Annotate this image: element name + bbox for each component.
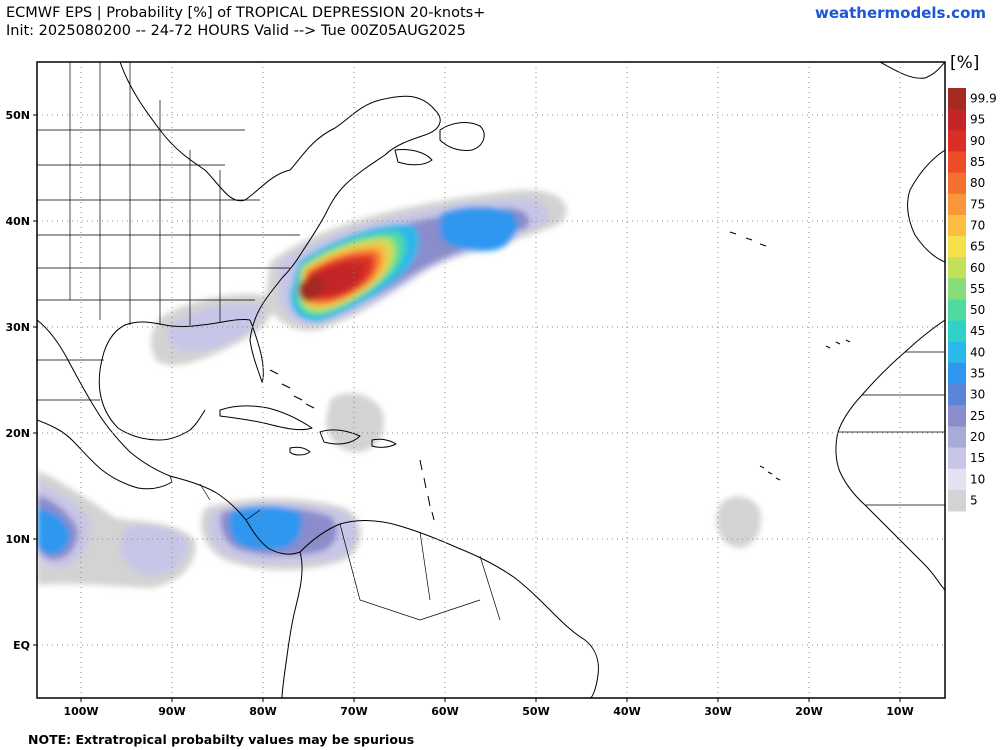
colorbar-swatch — [948, 278, 966, 300]
colorbar-label: 65 — [970, 240, 985, 254]
lon-label: 10W — [886, 705, 913, 718]
graticule — [37, 62, 945, 698]
colorbar-swatches — [948, 88, 966, 512]
colorbar-swatch — [948, 151, 966, 174]
lon-label: 60W — [431, 705, 458, 718]
colorbar-unit: [%] — [950, 53, 979, 73]
init-valid-subtitle: Init: 2025080200 -- 24-72 HOURS Valid --… — [6, 23, 466, 39]
colorbar-swatch — [948, 88, 966, 110]
colorbar-swatch — [948, 214, 966, 237]
colorbar-swatch — [948, 405, 966, 427]
lon-label: 90W — [158, 705, 185, 718]
colorbar-label: 15 — [970, 451, 985, 465]
political-borders — [37, 62, 945, 621]
colorbar-label: 99.9 — [970, 92, 997, 106]
colorbar: [%] 99.9 95 90 85 80 75 70 65 60 55 50 45 40 35 30 25 20… — [948, 53, 997, 512]
colorbar-swatch — [948, 130, 966, 152]
footnote: NOTE: Extratropical probabilty values ma… — [28, 732, 415, 747]
colorbar-label: 45 — [970, 324, 985, 338]
colorbar-swatch — [948, 320, 966, 343]
colorbar-label: 90 — [970, 134, 985, 148]
map-title: ECMWF EPS | Probability [%] of TROPICAL … — [6, 5, 486, 21]
colorbar-swatch — [948, 257, 966, 279]
credit-link[interactable]: weathermodels.com — [814, 4, 986, 22]
colorbar-label: 40 — [970, 345, 985, 359]
latitude-axis: 50N 40N 30N 20N 10N EQ — [5, 109, 37, 652]
lat-label: 40N — [5, 215, 30, 228]
colorbar-swatch — [948, 299, 966, 322]
colorbar-swatch — [948, 447, 966, 470]
colorbar-label: 50 — [970, 303, 985, 317]
colorbar-swatch — [948, 109, 966, 131]
probability-shading — [37, 189, 762, 588]
colorbar-swatch — [948, 468, 966, 491]
colorbar-label: 95 — [970, 113, 985, 127]
longitude-axis: 100W 90W 80W 70W 60W 50W 40W 30W 20W 10W — [63, 698, 914, 718]
colorbar-label: 5 — [970, 493, 978, 507]
lon-label: 40W — [613, 705, 640, 718]
lon-label: 100W — [63, 705, 98, 718]
colorbar-labels: 99.9 95 90 85 80 75 70 65 60 55 50 45 40 35 30 25 20 15 10… — [970, 92, 997, 508]
colorbar-label: 20 — [970, 430, 985, 444]
colorbar-swatch — [948, 362, 966, 385]
map-frame — [36, 61, 946, 699]
lon-label: 50W — [522, 705, 549, 718]
lon-label: 20W — [795, 705, 822, 718]
lat-label: 10N — [5, 533, 30, 546]
lon-label: 80W — [249, 705, 276, 718]
colorbar-swatch — [948, 193, 966, 216]
colorbar-swatch — [948, 341, 966, 364]
lat-label: EQ — [13, 639, 30, 652]
lat-label: 30N — [5, 321, 30, 334]
colorbar-swatch — [948, 426, 966, 449]
colorbar-label: 55 — [970, 282, 985, 296]
colorbar-label: 75 — [970, 197, 985, 211]
colorbar-swatch — [948, 384, 966, 406]
lon-label: 30W — [704, 705, 731, 718]
colorbar-label: 25 — [970, 409, 985, 423]
lat-label: 20N — [5, 427, 30, 440]
colorbar-label: 80 — [970, 176, 985, 190]
colorbar-label: 10 — [970, 472, 985, 486]
colorbar-label: 60 — [970, 261, 985, 275]
colorbar-label: 30 — [970, 388, 985, 402]
lon-label: 70W — [340, 705, 367, 718]
colorbar-swatch — [948, 489, 966, 512]
lat-label: 50N — [5, 109, 30, 122]
colorbar-swatch — [948, 236, 966, 258]
colorbar-swatch — [948, 172, 966, 195]
coastlines — [37, 62, 945, 698]
colorbar-label: 85 — [970, 155, 985, 169]
colorbar-label: 35 — [970, 367, 985, 381]
colorbar-label: 70 — [970, 218, 985, 232]
